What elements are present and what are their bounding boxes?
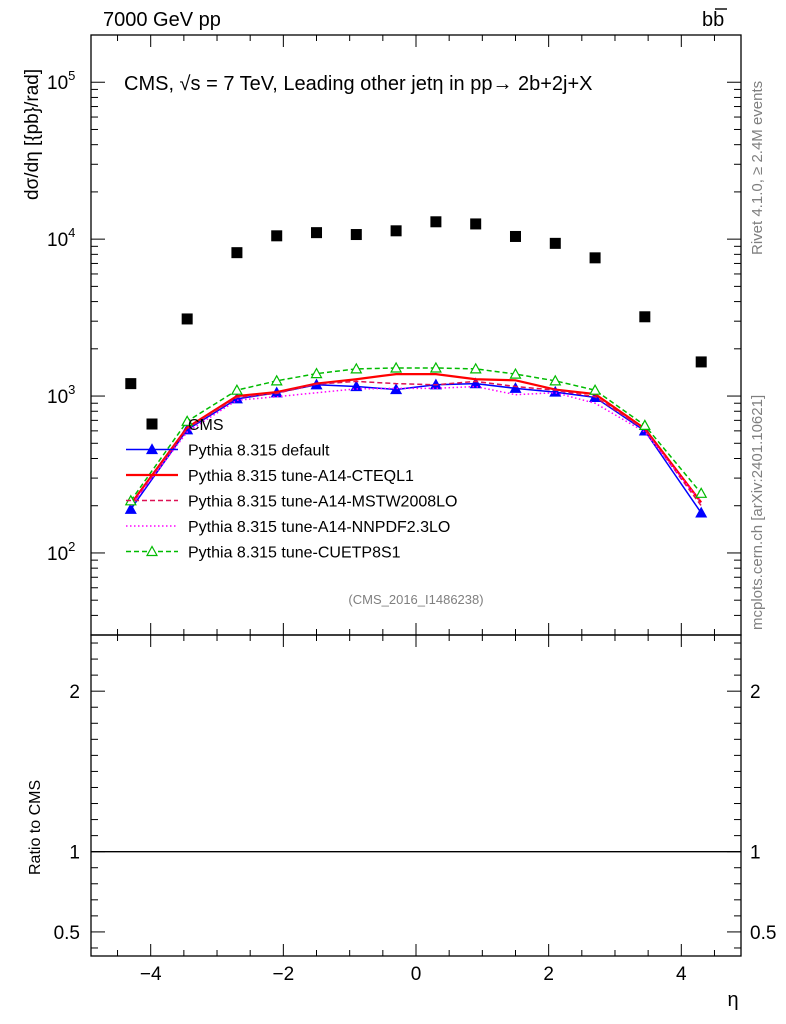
series-marker [270,374,283,386]
cms-data-point [695,356,707,368]
axis-ticks [91,34,741,956]
series-line [130,380,702,507]
series-marker [469,362,482,374]
series-marker [350,380,363,392]
legend: CMS Pythia 8.315 default Pythia 8.315 tune… [126,417,457,562]
analysis-watermark: (CMS_2016_I1486238) [348,592,483,607]
header-right: bb [702,9,724,31]
x-tick-label: 2 [543,964,554,985]
ratio-tick-label-right: 1 [750,843,761,864]
legend-label: CMS [188,417,224,434]
legend-label: Pythia 8.315 default [188,443,330,460]
series-marker [390,361,403,373]
x-tick-label: −2 [273,964,295,985]
series-marker [638,419,651,431]
cms-data-point [181,313,193,325]
x-tick-label: 0 [411,964,422,985]
series-marker [350,362,363,374]
axis-tick-labels: −4 −2 0 2 4 102 103 104 105 0.5 0.5 1 1 2 2 [47,68,776,985]
series-marker [509,382,522,393]
cms-data-point [639,311,651,323]
plot-title: CMS, √s = 7 TeV, Leading other jetη in p… [124,73,593,95]
legend-label: Pythia 8.315 tune-CUETP8S1 [188,545,401,562]
cms-data-point [271,230,283,242]
series-marker [469,377,482,389]
series-marker [310,367,323,379]
cms-data-point [231,247,243,259]
cms-data-point [470,218,482,230]
cms-data-point [549,237,561,249]
series-marker [124,502,137,514]
cms-data-point [311,227,323,239]
x-tick-label: 4 [676,964,687,985]
series-marker [429,361,442,373]
series-layer [124,216,708,518]
ratio-tick-label-right: 2 [750,682,761,703]
ratio-tick-label-left: 2 [69,682,80,703]
cms-data-point [390,225,402,237]
x-axis-label: η [727,989,738,1011]
series-marker [549,374,562,386]
y-tick-label: 105 [47,68,75,94]
y-axis-label: dσ/dη [{pb}/rad] [22,69,43,200]
legend-label: Pythia 8.315 tune-A14-MSTW2008LO [188,494,457,511]
series-marker [695,487,708,498]
legend-marker-cms [146,418,158,430]
legend-label: Pythia 8.315 tune-A14-CTEQL1 [188,468,414,485]
series-line [130,367,702,502]
ratio-tick-label-right: 0.5 [750,923,776,944]
series-marker [230,383,243,395]
ratio-tick-label-left: 1 [69,843,80,864]
y-tick-label: 103 [47,382,75,408]
series-marker [589,383,602,395]
cms-data-point [589,252,601,264]
ratio-plot-frame [90,634,742,957]
series-line [129,373,703,505]
header-left: 7000 GeV pp [103,9,221,31]
series-marker [181,415,194,426]
series-line [130,382,702,514]
y-tick-label: 102 [47,539,75,565]
series-marker [509,367,522,379]
cms-data-point [430,216,442,228]
cms-data-point [125,378,137,390]
cms-data-point [350,229,362,241]
ratio-y-axis-label: Ratio to CMS [27,780,44,875]
x-tick-label: −4 [140,964,162,985]
legend-marker [145,443,159,455]
legend-label: Pythia 8.315 tune-A14-NNPDF2.3LO [188,519,450,536]
cms-data-point [509,230,521,242]
mcplots-label: mcplots.cern.ch [arXiv:2401.10621] [749,395,766,630]
series-marker [549,385,562,397]
y-tick-label: 104 [47,225,75,251]
rivet-label: Rivet 4.1.0, ≥ 2.4M events [749,81,766,255]
series-marker [695,506,708,518]
legend-marker [145,545,159,557]
ratio-tick-label-left: 0.5 [54,923,80,944]
